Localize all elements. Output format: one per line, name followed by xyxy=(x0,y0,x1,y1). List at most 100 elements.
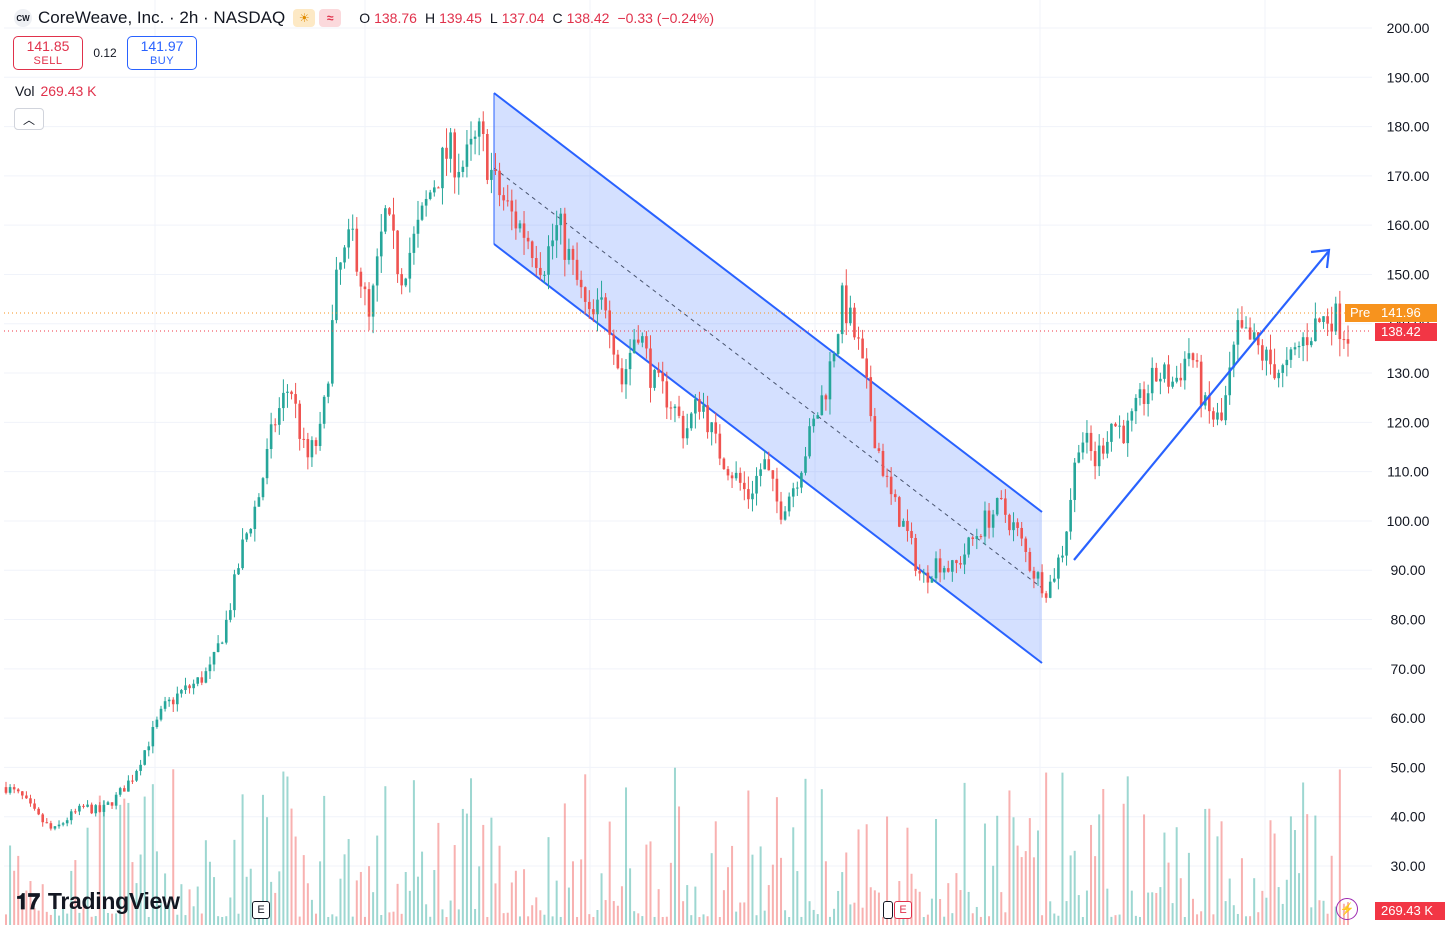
candle-body xyxy=(273,424,277,426)
candle-body xyxy=(1256,332,1260,346)
candle-body xyxy=(1097,445,1101,467)
candle-body xyxy=(416,219,420,234)
candle-body xyxy=(1089,432,1093,452)
volume-bar xyxy=(612,901,615,925)
volume-bar xyxy=(531,905,534,925)
volume-bar xyxy=(845,852,848,925)
volume-bar xyxy=(160,902,163,925)
candle-body xyxy=(559,213,563,226)
candle-body xyxy=(885,475,889,477)
sell-button[interactable]: 141.85 SELL xyxy=(13,36,83,70)
volume-legend[interactable]: Vol 269.43 K xyxy=(15,83,97,99)
candle-body xyxy=(1212,411,1215,420)
candle-body xyxy=(889,476,893,495)
volume-bar xyxy=(690,915,693,925)
candle-body xyxy=(237,568,240,575)
volume-bar xyxy=(1159,887,1162,925)
volume-bar xyxy=(963,782,966,925)
volume-bar xyxy=(641,916,644,925)
candle-body xyxy=(951,560,954,572)
volume-bar xyxy=(1102,788,1105,925)
earnings-event-icon[interactable]: E xyxy=(252,901,270,919)
candle-body xyxy=(1322,316,1325,323)
candle-body xyxy=(539,267,542,276)
volume-bar xyxy=(808,901,811,925)
volume-bar xyxy=(1245,916,1248,925)
buy-button[interactable]: 141.97 BUY xyxy=(127,36,197,70)
lightning-icon[interactable]: ⚡ xyxy=(1336,898,1358,920)
candle-body xyxy=(926,572,930,583)
candle-body xyxy=(347,229,350,248)
low-value: 137.04 xyxy=(501,10,545,26)
candle-body xyxy=(669,407,673,409)
volume-bar xyxy=(910,873,913,925)
volume-bar xyxy=(820,789,823,925)
volume-bar xyxy=(58,915,61,925)
volume-bar xyxy=(123,798,126,925)
chevron-up-icon[interactable]: ︿ xyxy=(14,108,44,130)
volume-bar xyxy=(629,868,632,925)
volume-bar xyxy=(906,827,909,925)
candle-body xyxy=(151,726,155,747)
volume-bar xyxy=(66,913,69,925)
candle-body xyxy=(979,536,983,538)
volume-bar xyxy=(784,910,787,925)
volume-bar xyxy=(331,914,334,925)
candle-body xyxy=(29,798,32,804)
volume-bar xyxy=(1322,900,1325,925)
volume-bar xyxy=(967,891,970,925)
candle-body xyxy=(171,699,175,705)
volume-bar xyxy=(1028,818,1031,925)
volume-bar xyxy=(213,877,216,925)
candle-body xyxy=(212,652,216,665)
candle-body xyxy=(233,574,236,611)
volume-axis-label: 269.43 K xyxy=(1375,902,1445,920)
candle-body xyxy=(371,285,375,317)
price-axis[interactable]: 200.00190.00180.00170.00160.00150.00140.… xyxy=(1387,20,1430,874)
tradingview-logo[interactable]: 𝟏𝟕 TradingView xyxy=(16,888,180,915)
wave-icon[interactable]: ≈ xyxy=(319,9,342,27)
volume-bar xyxy=(1163,832,1166,925)
volume-bar xyxy=(547,837,550,925)
candle-body xyxy=(375,256,379,286)
volume-bar xyxy=(1090,824,1093,925)
candle-body xyxy=(612,334,616,355)
candle-body xyxy=(106,802,110,805)
candle-body xyxy=(1093,451,1097,467)
spread-value: 0.12 xyxy=(93,46,117,60)
volume-bar xyxy=(37,910,40,925)
volume-bar xyxy=(1155,892,1158,925)
candle-body xyxy=(1028,551,1032,571)
event-marker-icon[interactable] xyxy=(883,901,893,919)
candle-body xyxy=(971,537,975,539)
sun-icon[interactable]: ☀ xyxy=(293,9,316,27)
candle-body xyxy=(90,804,93,814)
symbol-title[interactable]: CoreWeave, Inc. · 2h · NASDAQ xyxy=(38,8,286,27)
volume-bar xyxy=(188,889,191,925)
candle-body xyxy=(987,510,991,528)
candle-body xyxy=(636,339,640,343)
candle-body xyxy=(1126,420,1130,444)
candle-body xyxy=(1240,320,1244,328)
volume-bar xyxy=(1273,833,1276,925)
volume-bar xyxy=(359,871,362,925)
close-label: C xyxy=(552,10,563,26)
volume-bar xyxy=(139,854,142,925)
volume-bar xyxy=(988,916,991,925)
volume-bar xyxy=(131,862,134,925)
volume-bar xyxy=(1024,851,1027,925)
volume-bar xyxy=(1106,888,1109,925)
volume-bar xyxy=(743,902,746,925)
candle-body xyxy=(229,610,232,620)
candle-body xyxy=(159,708,163,720)
volume-bar xyxy=(286,776,289,925)
candle-body xyxy=(547,246,550,275)
candle-body xyxy=(1004,498,1007,515)
volume-bar xyxy=(119,804,122,925)
volume-bar xyxy=(98,795,101,925)
volume-bar xyxy=(1094,856,1097,925)
volume-bar xyxy=(335,916,338,925)
chart-header: CW CoreWeave, Inc. · 2h · NASDAQ ☀ ≈ O 13… xyxy=(14,6,718,30)
earnings-event-icon-red[interactable]: E xyxy=(894,901,912,919)
